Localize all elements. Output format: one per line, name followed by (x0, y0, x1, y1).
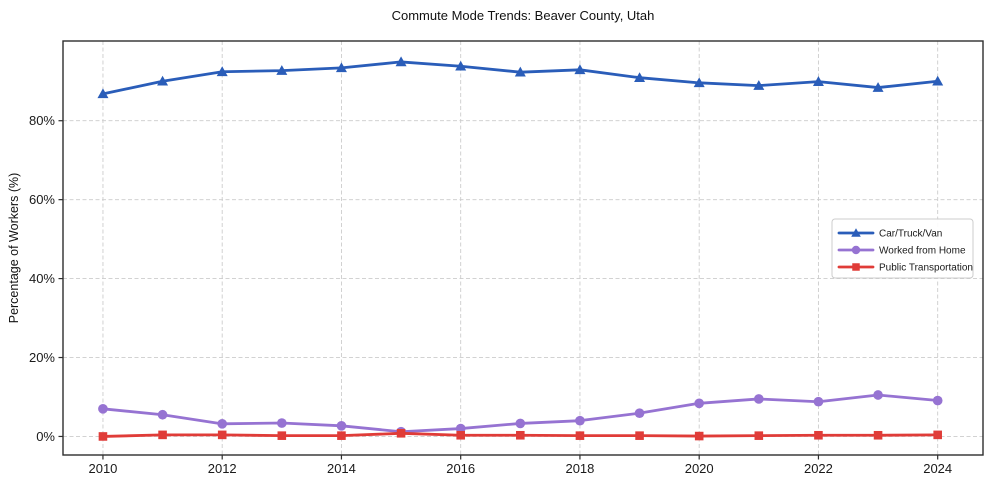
data-point-public-transportation-2012 (217, 430, 227, 440)
data-point-public-transportation-2017 (516, 430, 525, 440)
series-worked-from-home (98, 390, 943, 437)
x-tick-label: 2022 (804, 461, 833, 476)
plot-border (62, 40, 984, 456)
y-tick-label: 20% (29, 350, 55, 365)
axis-ticks: 2010 2012 2014 2016 2018 2020 2022 2024 0% 20% 40%… (29, 113, 952, 476)
gridlines (63, 41, 983, 455)
series-public-transportation (98, 429, 942, 441)
data-point-worked-from-home-2020 (694, 398, 705, 409)
data-point-worked-from-home-2013 (276, 418, 287, 428)
data-point-public-transportation-2022 (814, 430, 823, 440)
x-tick-label: 2012 (208, 461, 237, 476)
data-point-car-truck-van-2011 (157, 75, 169, 86)
data-point-worked-from-home-2019 (634, 408, 645, 419)
legend-item-car-truck-van: Car/Truck/Van (837, 228, 942, 240)
y-tick-label: 60% (29, 192, 55, 207)
data-point-worked-from-home-2011 (157, 409, 168, 420)
x-tick-label: 2024 (923, 461, 952, 476)
legend-item-worked-from-home: Worked from Home (837, 245, 966, 257)
data-point-car-truck-van-2012 (216, 66, 228, 77)
x-tick-label: 2016 (446, 461, 475, 476)
data-point-car-truck-van-2014 (335, 62, 347, 73)
legend-swatch-marker (851, 228, 861, 237)
data-point-car-truck-van-2023 (872, 82, 884, 92)
data-point-worked-from-home-2017 (515, 418, 526, 429)
data-point-car-truck-van-2024 (932, 75, 944, 86)
data-point-worked-from-home-2012 (217, 418, 228, 429)
data-point-public-transportation-2019 (635, 431, 644, 440)
legend-item-public-transportation: Public Transportation (837, 263, 973, 274)
data-point-public-transportation-2013 (277, 431, 287, 440)
data-point-car-truck-van-2015 (395, 56, 407, 67)
data-point-car-truck-van-2022 (812, 76, 824, 86)
data-point-public-transportation-2010 (98, 432, 108, 441)
data-point-worked-from-home-2022 (813, 396, 824, 407)
y-tick-label: 40% (29, 271, 55, 286)
data-point-public-transportation-2011 (158, 430, 167, 440)
data-point-car-truck-van-2016 (455, 60, 467, 71)
y-tick-label: 0% (36, 429, 55, 444)
data-point-worked-from-home-2023 (873, 390, 883, 400)
data-point-public-transportation-2018 (575, 431, 585, 440)
legend-label: Public Transportation (879, 263, 973, 274)
data-point-car-truck-van-2010 (97, 88, 109, 99)
data-point-car-truck-van-2021 (753, 80, 765, 90)
x-tick-label: 2010 (88, 461, 117, 476)
data-point-public-transportation-2024 (933, 430, 942, 440)
data-point-car-truck-van-2020 (693, 77, 705, 88)
data-point-worked-from-home-2024 (932, 395, 943, 406)
data-point-public-transportation-2021 (754, 431, 764, 440)
x-tick-label: 2014 (327, 461, 356, 476)
data-point-public-transportation-2016 (456, 430, 465, 440)
data-point-worked-from-home-2010 (98, 403, 108, 414)
x-tick-label: 2018 (565, 461, 594, 476)
data-point-car-truck-van-2019 (634, 72, 646, 82)
legend: Car/Truck/Van Worked from Home Public Tran… (831, 218, 974, 279)
chart-title: Commute Mode Trends: Beaver County, Utah (391, 8, 655, 23)
data-point-worked-from-home-2021 (753, 394, 764, 404)
legend-label: Worked from Home (879, 246, 966, 257)
data-point-worked-from-home-2018 (575, 415, 585, 426)
series-car-truck-van (97, 56, 944, 99)
data-point-public-transportation-2015 (396, 429, 406, 438)
data-point-public-transportation-2023 (873, 430, 883, 440)
data-point-worked-from-home-2014 (336, 420, 347, 431)
data-point-public-transportation-2020 (694, 431, 704, 441)
data-point-car-truck-van-2013 (276, 65, 288, 75)
legend-swatch-marker (851, 245, 861, 255)
legend-label: Car/Truck/Van (879, 229, 942, 240)
x-tick-label: 2020 (685, 461, 714, 476)
data-point-public-transportation-2014 (337, 431, 346, 440)
legend-swatch-marker (852, 263, 860, 271)
data-point-car-truck-van-2018 (574, 64, 586, 75)
y-tick-label: 80% (29, 113, 55, 128)
data-point-car-truck-van-2017 (514, 66, 526, 77)
